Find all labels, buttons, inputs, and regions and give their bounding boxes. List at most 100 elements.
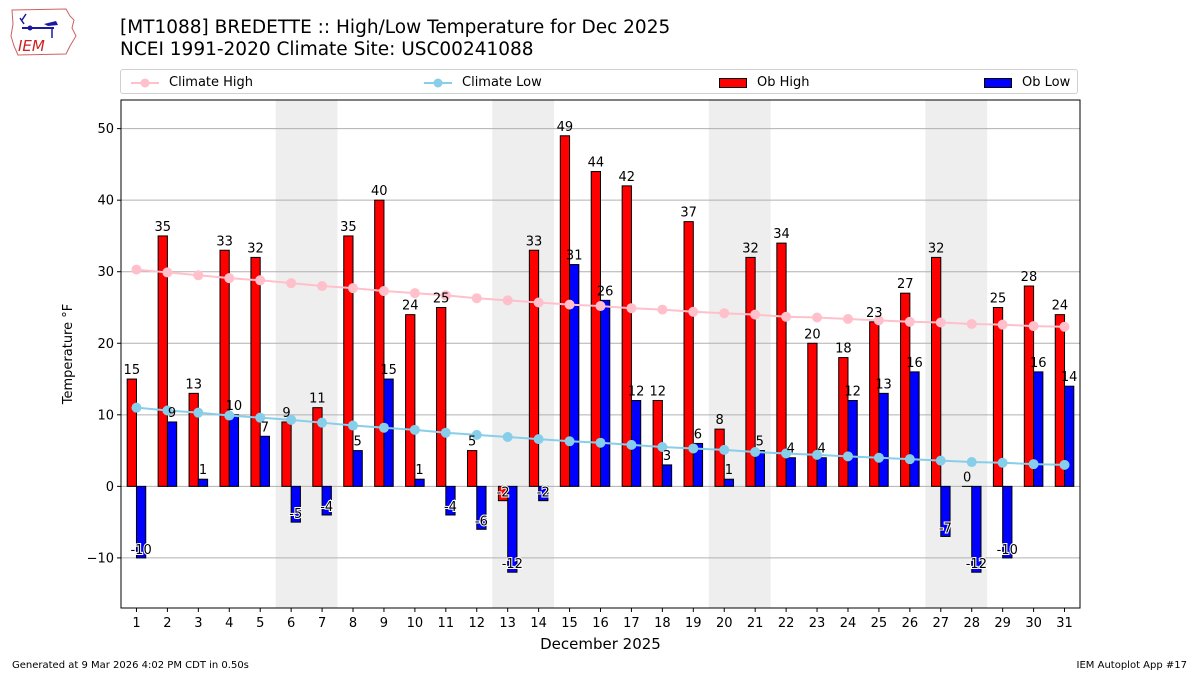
label-ob-high: 24 <box>1052 299 1069 314</box>
bar-ob-low <box>166 421 178 487</box>
bar-ob-low <box>197 478 209 487</box>
climate-high-point <box>626 303 637 314</box>
climate-low-point <box>966 457 977 468</box>
y-tick-label: 0 <box>106 480 114 495</box>
legend-swatch-ob-high <box>719 77 747 88</box>
climate-high-point <box>966 318 977 329</box>
x-axis-label: December 2025 <box>540 635 661 653</box>
bar-ob-low <box>259 435 270 487</box>
bar-ob-high <box>992 306 1004 487</box>
bar-ob-high <box>776 242 787 487</box>
climate-low-point <box>688 443 699 454</box>
climate-low-line <box>136 406 1065 466</box>
y-axis-label: Temperature °F <box>61 304 76 405</box>
weekend-shading <box>275 100 988 608</box>
label-ob-high: 40 <box>371 184 388 199</box>
legend-marker-climate-low <box>424 78 452 87</box>
bar-ob-low <box>878 392 889 487</box>
climate-high-point <box>1059 321 1070 332</box>
bar-ob-low <box>321 485 332 516</box>
legend-label-ob-low: Ob Low <box>1022 75 1071 90</box>
climate-low-point <box>131 402 142 413</box>
bar-ob-high <box>807 342 818 487</box>
climate-low-point <box>502 431 513 442</box>
bar-ob-high <box>931 256 942 487</box>
label-ob-low: 3 <box>663 449 671 464</box>
bar-ob-low <box>692 442 704 487</box>
bar-ob-high <box>1054 314 1066 487</box>
label-ob-low: 5 <box>756 435 764 450</box>
x-tick-label: 18 <box>654 616 671 631</box>
x-tick-label: 9 <box>380 616 388 631</box>
x-tick-label: 19 <box>685 616 702 631</box>
label-ob-low: -6 <box>475 514 488 529</box>
label-ob-high: 33 <box>526 234 543 249</box>
bar-ob-high <box>436 306 447 487</box>
bar-ob-low <box>538 485 549 502</box>
label-ob-high: 35 <box>154 220 171 235</box>
climate-high-point <box>873 315 884 326</box>
label-ob-high: 42 <box>619 170 636 185</box>
climate-low-point <box>657 442 668 453</box>
climate-low-point <box>750 447 761 458</box>
label-ob-high: 44 <box>588 156 605 171</box>
label-ob-high: 15 <box>124 363 141 378</box>
climate-low-point <box>935 455 946 466</box>
label-ob-high: 33 <box>216 234 233 249</box>
legend-label-climate-low: Climate Low <box>462 75 542 90</box>
bar-ob-low <box>1002 485 1013 559</box>
climate-low-point <box>348 420 359 431</box>
chart-title: [MT1088] BREDETTE :: High/Low Temperatur… <box>120 17 670 61</box>
climate-high-point <box>1028 321 1039 332</box>
bar-ob-high <box>683 221 694 487</box>
climate-low-point <box>409 424 420 435</box>
x-tick-label: 14 <box>530 616 547 631</box>
climate-high-point <box>502 295 513 306</box>
label-ob-low: 14 <box>1061 370 1078 385</box>
y-axis-ticks: −10 0 10 20 30 40 50 <box>87 122 121 566</box>
climate-high-line <box>136 268 1065 328</box>
climate-high-point <box>224 273 235 284</box>
bar-ob-high <box>900 292 911 487</box>
label-ob-high: 20 <box>804 327 821 342</box>
title-line-2: NCEI 1991-2020 Climate Site: USC00241088 <box>120 39 534 60</box>
app-credit: IEM Autoplot App #17 <box>1076 660 1187 671</box>
climate-high-point <box>719 308 730 319</box>
legend-label-climate-high: Climate High <box>169 75 254 90</box>
bar-ob-high <box>1023 285 1035 487</box>
bar-ob-high <box>838 357 849 487</box>
x-tick-label: 17 <box>623 616 640 631</box>
climate-high-point <box>348 283 359 294</box>
climate-low-point <box>193 407 204 418</box>
label-ob-high: 32 <box>928 241 945 256</box>
label-ob-low: 1 <box>725 463 733 478</box>
x-tick-label: 16 <box>592 616 609 631</box>
weekend-shade <box>708 100 771 608</box>
label-ob-high: 37 <box>680 206 697 221</box>
climate-high-point <box>162 267 173 278</box>
bar-ob-low <box>600 299 611 487</box>
bar-ob-low <box>569 264 580 487</box>
label-ob-low: 31 <box>566 249 583 264</box>
bar-ob-low <box>290 485 301 523</box>
climate-high-point <box>842 313 853 324</box>
legend-label-ob-high: Ob High <box>757 75 810 90</box>
bar-ob-high <box>312 407 323 487</box>
x-tick-label: 6 <box>287 616 295 631</box>
bar-ob-low <box>476 485 487 530</box>
grid-lines <box>121 128 1080 559</box>
climate-low-point <box>162 405 173 416</box>
label-ob-high: 5 <box>468 435 476 450</box>
bar-labels: 15-1035913133103279-511-4355401524125-45… <box>124 120 1078 573</box>
bars <box>126 135 1075 573</box>
climate-low-point <box>842 451 853 462</box>
climate-low-point <box>564 436 575 447</box>
bar-ob-low <box>909 371 920 487</box>
label-ob-high: 11 <box>309 392 326 407</box>
climate-low-point <box>904 454 915 465</box>
bar-ob-low <box>414 478 425 487</box>
label-ob-low: 6 <box>694 427 702 442</box>
label-ob-low: 15 <box>380 363 397 378</box>
weekend-shade <box>275 100 338 608</box>
